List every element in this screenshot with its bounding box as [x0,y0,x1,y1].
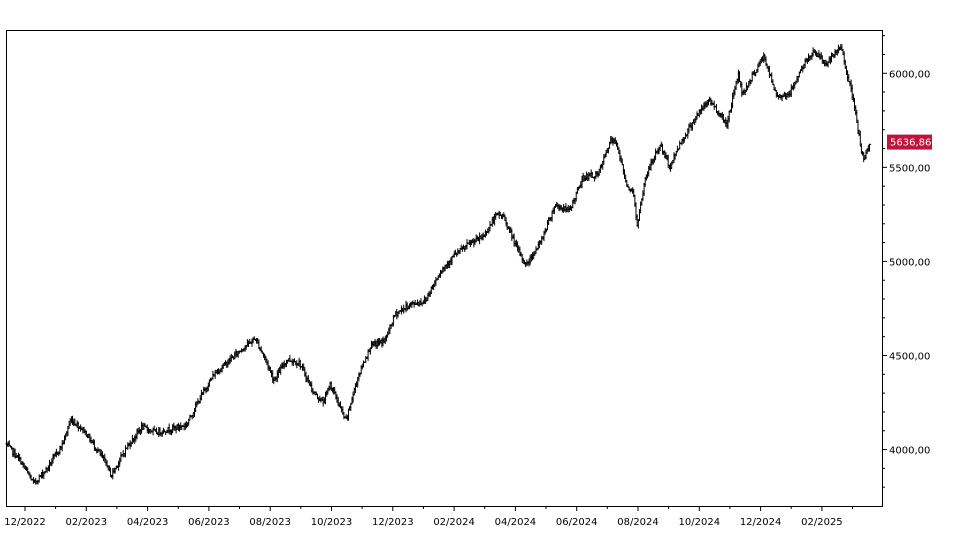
y-tick-label: 4000,00 [889,446,930,457]
y-tick-label: 5000,00 [889,257,930,268]
x-tick-label: 08/2024 [617,517,659,528]
y-tick-label: 4500,00 [889,351,930,362]
last-value-label: 5636,86 [890,138,931,149]
x-tick-label: 02/2023 [66,517,108,528]
last-value-badge-bg [887,134,932,150]
plot-frame [6,30,883,507]
x-tick-label: 12/2024 [740,517,782,528]
price-bars [5,44,872,485]
x-tick-label: 02/2025 [801,517,843,528]
y-tick-label: 6000,00 [889,69,930,80]
x-tick-label: 04/2023 [127,517,169,528]
last-value-badge: 5636,86 [887,134,932,150]
x-tick-label: 10/2024 [679,517,721,528]
y-axis: 6000,00 5500,00 5000,00 4500,00 4000,00 [882,35,930,488]
y-tick-label: 5500,00 [889,163,930,174]
x-tick-label: 04/2024 [495,517,537,528]
x-axis: 12/2022 02/2023 04/2023 06/2023 08/2023 10/20… [4,506,853,528]
x-tick-label: 12/2022 [4,517,46,528]
price-bar [712,100,716,111]
x-tick-label: 10/2023 [311,517,353,528]
x-tick-label: 06/2024 [556,517,598,528]
x-tick-label: 12/2023 [372,517,414,528]
x-tick-label: 02/2024 [433,517,475,528]
x-tick-label: 08/2023 [249,517,291,528]
price-bar [678,140,682,150]
x-tick-label: 06/2023 [188,517,230,528]
price-bar [867,143,872,152]
